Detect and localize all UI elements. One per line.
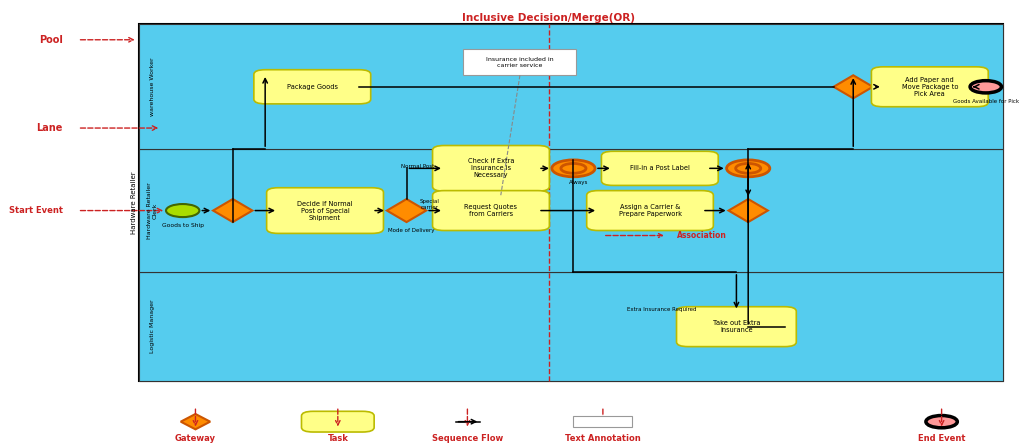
- Circle shape: [970, 81, 1001, 93]
- FancyBboxPatch shape: [301, 411, 374, 432]
- Polygon shape: [387, 199, 426, 222]
- Bar: [573, 416, 633, 427]
- Circle shape: [926, 416, 957, 428]
- Circle shape: [166, 204, 200, 217]
- FancyBboxPatch shape: [677, 307, 797, 347]
- Text: Sequence Flow: Sequence Flow: [432, 435, 503, 444]
- Text: Insurance included in
carrier service: Insurance included in carrier service: [486, 57, 554, 68]
- Text: Logistic Manager: Logistic Manager: [150, 300, 155, 353]
- Text: Lane: Lane: [37, 123, 62, 133]
- Text: End Event: End Event: [918, 435, 966, 444]
- FancyBboxPatch shape: [871, 67, 988, 107]
- Bar: [139, 149, 1004, 272]
- Polygon shape: [728, 199, 768, 222]
- Text: Special
carrier: Special carrier: [420, 199, 440, 210]
- Text: Hardware Retailer: Hardware Retailer: [131, 172, 136, 234]
- Text: Check if Extra
Insurance is
Necessary: Check if Extra Insurance is Necessary: [468, 158, 514, 178]
- FancyBboxPatch shape: [266, 188, 383, 233]
- Text: Decide if Normal
Post of Special
Shipment: Decide if Normal Post of Special Shipmen…: [297, 201, 353, 220]
- Circle shape: [727, 160, 770, 177]
- Text: Inclusive Decision/Merge(OR): Inclusive Decision/Merge(OR): [463, 13, 636, 23]
- Text: Mode of Delivery: Mode of Delivery: [388, 228, 435, 233]
- Text: Normal Post: Normal Post: [400, 164, 434, 169]
- Bar: [139, 25, 1004, 381]
- Bar: [139, 272, 1004, 381]
- Text: Task: Task: [328, 435, 348, 444]
- Bar: [464, 49, 577, 75]
- Text: Package Goods: Package Goods: [287, 84, 338, 90]
- Text: Goods Available for Pick: Goods Available for Pick: [952, 99, 1019, 104]
- FancyBboxPatch shape: [432, 146, 550, 191]
- Text: Text Annotation: Text Annotation: [565, 435, 641, 444]
- FancyBboxPatch shape: [254, 70, 371, 104]
- Bar: [139, 25, 1004, 149]
- FancyBboxPatch shape: [601, 151, 718, 185]
- Text: Association: Association: [677, 231, 726, 240]
- Text: Request Quotes
from Carriers: Request Quotes from Carriers: [465, 204, 517, 217]
- FancyBboxPatch shape: [587, 190, 714, 231]
- Polygon shape: [213, 199, 252, 222]
- Text: Add Paper and
Move Package to
Pick Area: Add Paper and Move Package to Pick Area: [901, 77, 958, 97]
- Text: Hardware Retailer
Clerk: Hardware Retailer Clerk: [146, 182, 158, 239]
- Text: warehouse Worker: warehouse Worker: [150, 57, 155, 116]
- Polygon shape: [180, 414, 210, 429]
- Text: Assign a Carrier &
Prepare Paperwork: Assign a Carrier & Prepare Paperwork: [618, 204, 682, 217]
- Text: Start Event: Start Event: [9, 206, 62, 215]
- Text: Always: Always: [568, 181, 588, 185]
- Text: Gateway: Gateway: [175, 435, 216, 444]
- FancyBboxPatch shape: [432, 190, 550, 231]
- Text: Extra Insurance Required: Extra Insurance Required: [628, 307, 697, 312]
- Text: Take out Extra
Insurance: Take out Extra Insurance: [713, 320, 760, 333]
- Circle shape: [552, 160, 595, 177]
- Text: Goods to Ship: Goods to Ship: [162, 224, 204, 228]
- Text: Pool: Pool: [39, 35, 62, 45]
- Polygon shape: [834, 75, 872, 98]
- Text: Fill-in a Post Label: Fill-in a Post Label: [630, 165, 690, 171]
